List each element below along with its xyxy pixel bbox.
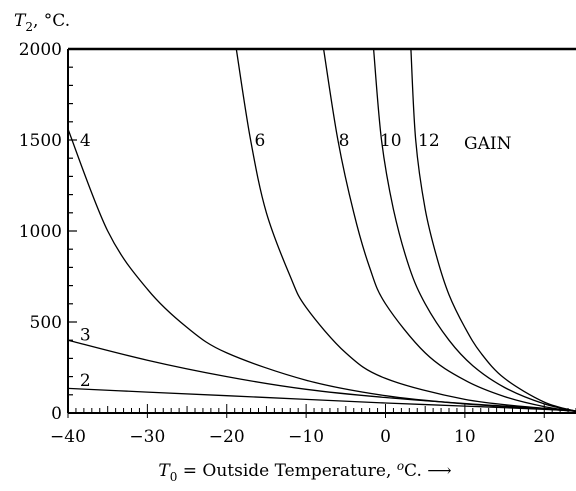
y-tick-label: 0: [51, 404, 62, 424]
series-layer: [67, 48, 576, 412]
x-tick-label: −20: [209, 427, 245, 447]
curve-label-12: 12: [418, 131, 440, 151]
x-tick-label: 0: [380, 427, 391, 447]
x-tick-label: 10: [454, 427, 476, 447]
y-tick-label: 1500: [19, 131, 62, 151]
x-axis-ticks: −40 −30 −20 −10 0 10 20: [50, 404, 576, 447]
series-line-gain-10: [372, 48, 576, 412]
curve-label-8: 8: [339, 131, 350, 151]
x-axis-title: T0 = Outside Temperature, oC. ⟶: [158, 459, 451, 484]
y-tick-label: 500: [30, 313, 62, 333]
y-tick-label: 1000: [19, 222, 62, 242]
curve-label-2: 2: [80, 371, 91, 391]
y-axis-ticks: 0 500 1000 1500 2000: [19, 40, 77, 424]
curve-label-3: 3: [80, 326, 91, 346]
x-tick-label: −40: [50, 427, 86, 447]
series-line-gain-12: [410, 48, 576, 412]
x-tick-label: −30: [129, 427, 165, 447]
x-tick-label: 20: [533, 427, 555, 447]
curve-label-10: 10: [380, 131, 402, 151]
series-line-gain-8: [322, 48, 576, 412]
series-line-gain-4: [67, 128, 576, 412]
y-axis-title: T2, °C.: [14, 11, 70, 34]
y-tick-label: 2000: [19, 40, 62, 60]
curve-label-6: 6: [255, 131, 266, 151]
series-line-gain-6: [235, 48, 576, 412]
gain-header: GAIN: [464, 134, 512, 154]
x-tick-label: −10: [288, 427, 324, 447]
axis-y-title: T2, °C.: [14, 11, 70, 34]
curve-label-4: 4: [80, 131, 91, 151]
curve-labels: 2 3 4 6 8 10 12: [80, 131, 440, 391]
